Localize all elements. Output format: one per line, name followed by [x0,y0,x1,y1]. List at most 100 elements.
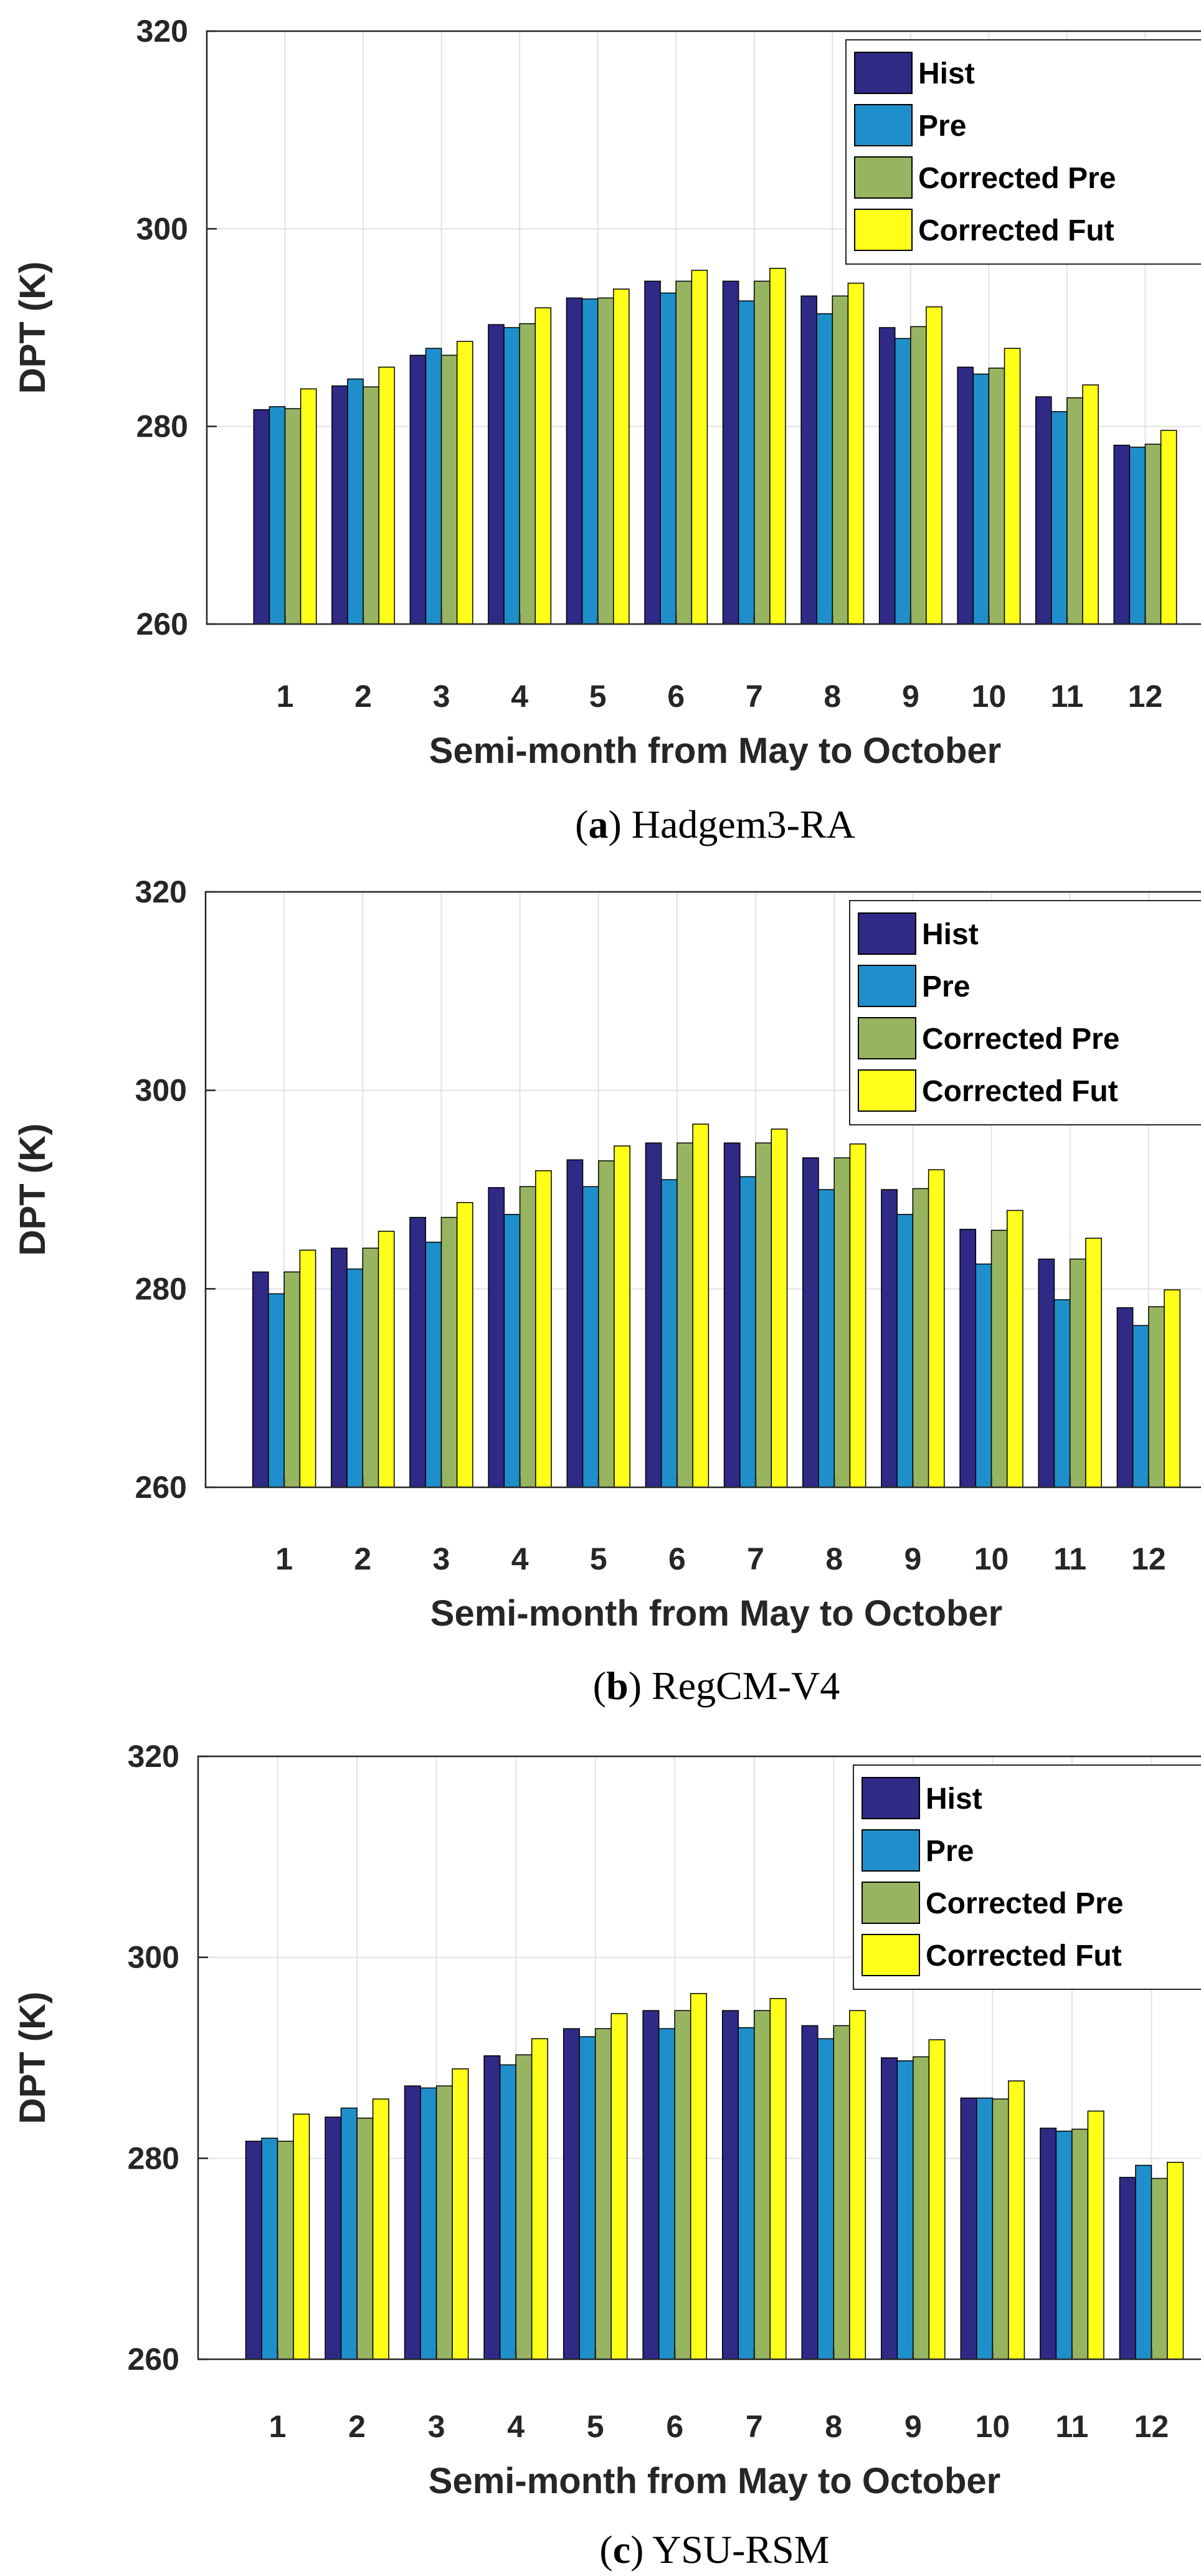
bar-corrected-pre-9 [913,2056,930,2360]
bar-pre-1 [261,2138,278,2360]
legend-label-corrected-pre: Corrected Pre [922,1023,1119,1056]
bar-hist-9 [881,1189,898,1488]
bar-hist-4 [483,2055,501,2360]
bar-hist-1 [252,1271,269,1488]
bar-hist-8 [800,295,817,625]
bar-corrected-fut-7 [771,1129,788,1488]
y-tick-label: 280 [136,409,188,444]
y-axis-label: DPT (K) [12,262,53,394]
legend-swatch-corrected-pre [858,1017,916,1059]
legend-swatch-hist [858,912,916,955]
y-axis-label: DPT (K) [12,1992,53,2124]
x-tick-label: 5 [589,679,607,714]
y-tick-label: 320 [135,874,187,909]
bar-hist-11 [1040,2128,1057,2360]
bar-hist-5 [563,2028,580,2360]
bar-hist-11 [1038,1258,1055,1488]
x-tick-label: 9 [902,679,919,714]
bar-corrected-fut-11 [1087,2110,1104,2360]
x-tick-label: 1 [277,679,294,714]
bar-corrected-pre-5 [594,2028,612,2360]
bar-hist-12 [1116,1307,1134,1488]
bar-corrected-pre-4 [519,1186,536,1488]
bar-pre-10 [975,1263,992,1488]
y-axis-label: DPT (K) [12,1124,53,1256]
bar-corrected-fut-2 [377,1231,395,1488]
x-tick-label: 12 [1128,679,1163,714]
bar-pre-2 [340,2107,358,2360]
x-tick-label: 3 [433,1541,450,1576]
y-tick-label: 300 [135,1073,187,1108]
x-axis-label: Semi-month from May to October [429,2461,1000,2501]
bar-corrected-pre-10 [990,1229,1008,1488]
x-tick-label: 4 [511,1541,529,1576]
bar-hist-1 [253,409,270,625]
bar-corrected-fut-1 [300,388,317,625]
bar-corrected-pre-10 [988,367,1005,625]
bar-hist-12 [1113,445,1131,625]
bar-hist-2 [325,2116,342,2360]
legend-label-pre: Pre [918,110,966,143]
bar-corrected-fut-8 [847,282,865,625]
bar-corrected-pre-3 [435,2085,453,2360]
bar-corrected-pre-6 [674,2010,691,2360]
x-tick-label: 5 [587,2409,604,2444]
bar-corrected-fut-2 [372,2098,389,2360]
bar-corrected-fut-12 [1164,1289,1181,1488]
bar-pre-1 [268,406,286,625]
bar-corrected-pre-11 [1071,2128,1089,2360]
legend: Hist Pre Corrected Pre Corrected Fut [845,39,1201,265]
bar-corrected-pre-12 [1144,443,1162,625]
bar-corrected-pre-8 [832,295,849,625]
legend-swatch-corrected-pre [854,156,913,199]
bar-pre-10 [976,2097,994,2360]
bar-corrected-pre-9 [910,326,927,625]
bar-corrected-fut-3 [456,1201,473,1488]
bar-corrected-fut-12 [1160,430,1177,625]
x-tick-label: 4 [511,679,528,714]
bar-corrected-pre-3 [440,354,458,625]
bar-corrected-pre-7 [754,280,771,625]
bar-pre-6 [660,292,676,625]
bar-pre-4 [499,2064,516,2360]
bar-pre-12 [1129,447,1146,625]
legend-swatch-pre [854,104,913,146]
bar-corrected-fut-7 [769,1998,787,2360]
legend-swatch-pre [858,965,916,1007]
bar-corrected-pre-4 [519,323,536,625]
axes-box [206,30,1201,625]
bar-pre-11 [1053,1299,1071,1488]
x-tick-label: 11 [1055,2409,1088,2444]
legend-label-corrected-fut: Corrected Fut [926,1939,1122,1972]
panel-caption: (b) RegCM-V4 [593,1664,840,1708]
legend-label-corrected-fut: Corrected Fut [918,214,1114,247]
bar-pre-4 [503,327,520,625]
bar-pre-12 [1132,1325,1149,1488]
bar-corrected-fut-6 [690,1992,707,2360]
bar-corrected-fut-1 [299,1249,316,1488]
bar-pre-8 [817,2038,835,2360]
bar-pre-1 [268,1293,285,1488]
legend-swatch-corrected-fut [854,209,913,251]
bar-pre-8 [816,313,833,625]
legend-swatch-corrected-fut [858,1069,916,1112]
x-tick-label: 1 [269,2409,287,2444]
bar-corrected-pre-5 [597,297,614,625]
axes-box [204,891,1201,1489]
bar-hist-2 [331,385,348,625]
bar-pre-3 [425,1241,442,1488]
legend-label-hist: Hist [922,918,979,951]
x-tick-label: 4 [507,2409,525,2444]
bar-hist-6 [645,1142,662,1488]
x-tick-label: 11 [1053,1541,1086,1576]
bar-corrected-pre-6 [676,1142,693,1488]
x-tick-label: 12 [1131,1541,1166,1576]
legend-swatch-corrected-pre [862,1882,920,1924]
legend-label-corrected-pre: Corrected Pre [926,1887,1123,1920]
bar-hist-8 [802,1157,819,1488]
bar-corrected-pre-7 [755,1142,772,1488]
bar-corrected-fut-11 [1085,1238,1102,1488]
bar-corrected-fut-9 [926,306,942,625]
